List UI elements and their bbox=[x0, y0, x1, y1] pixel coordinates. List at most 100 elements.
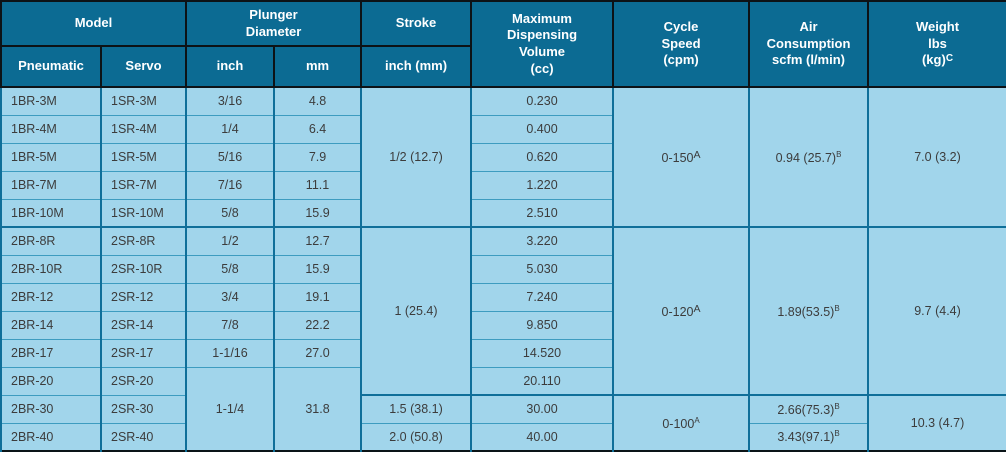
cell-text: 0.230 bbox=[526, 94, 558, 109]
cell-text: 2SR-40 bbox=[111, 429, 154, 444]
header-label: mm bbox=[305, 58, 330, 74]
header-stroke: Stroke bbox=[360, 0, 473, 47]
cell-volume: 7.240 bbox=[470, 282, 615, 312]
cell-mm: 6.4 bbox=[272, 114, 363, 144]
cell-cycle: 0-100A bbox=[612, 394, 751, 452]
table-row: 1BR-4M 1SR-4M 1/4 6.4 0.400 bbox=[0, 114, 1006, 144]
header-row-1: Model Plunger Diameter Stroke Maximum Dispe… bbox=[0, 0, 1006, 88]
table-row: 2BR-20 2SR-20 1-1/4 31.8 20.110 bbox=[0, 366, 1006, 452]
cell-text: 2BR-40 bbox=[11, 429, 54, 444]
header-model: Model bbox=[0, 0, 187, 47]
cell-text: 2SR-8R bbox=[111, 234, 156, 249]
cell-text: 9.7 (4.4) bbox=[914, 304, 961, 318]
cell-servo: 2SR-40 bbox=[100, 422, 187, 452]
cell-text: 1 (25.4) bbox=[394, 304, 438, 318]
header-label: inch (mm) bbox=[384, 58, 448, 74]
cell-text: 9.850 bbox=[526, 318, 558, 332]
cell-pneumatic: 2BR-17 bbox=[0, 338, 102, 368]
cell-text: 3/4 bbox=[221, 290, 239, 304]
cell-air: 3.43(97.1)B bbox=[748, 422, 870, 452]
cell-text: 2.0 (50.8) bbox=[389, 429, 443, 444]
cell-inch: 1/2 bbox=[185, 226, 275, 256]
header-air-consumption: Air Consumption scfm (l/min) bbox=[748, 0, 870, 88]
cell-text: 3/16 bbox=[217, 94, 243, 109]
cell-volume: 0.620 bbox=[470, 142, 615, 172]
cell-servo: 1SR-5M bbox=[100, 142, 187, 172]
cell-text: 2SR-12 bbox=[111, 290, 154, 304]
cell-text: 2SR-20 bbox=[111, 374, 154, 388]
cell-pneumatic: 2BR-8R bbox=[0, 226, 102, 256]
header-label: Cycle Speed (cpm) bbox=[661, 19, 701, 68]
cell-weight: 7.0 (3.2) bbox=[867, 86, 1006, 228]
header-weight: Weight lbs (kg)C bbox=[867, 0, 1006, 88]
cell-text: 6.4 bbox=[308, 122, 327, 136]
cell-text: 1SR-10M bbox=[111, 205, 164, 220]
cell-text: 1BR-3M bbox=[11, 94, 57, 109]
cell-servo: 2SR-14 bbox=[100, 310, 187, 340]
header-inch: inch bbox=[185, 45, 275, 88]
cell-text: 1BR-4M bbox=[11, 122, 57, 136]
header-stroke-unit: inch (mm) bbox=[360, 45, 473, 88]
cell-servo: 2SR-10R bbox=[100, 254, 187, 284]
cell-text: 19.1 bbox=[305, 290, 330, 304]
header-cycle-speed: Cycle Speed (cpm) bbox=[612, 0, 751, 88]
table-body: 1BR-3M 1SR-3M 3/16 4.8 1/2 (12.7) 0.230 0-150A… bbox=[0, 86, 1006, 452]
cell-text: 1SR-3M bbox=[111, 94, 157, 109]
cell-mm: 31.8 bbox=[272, 366, 363, 452]
cell-text: 0-150 bbox=[661, 151, 694, 165]
cell-mm: 15.9 bbox=[272, 198, 363, 228]
cell-text: 2SR-10R bbox=[111, 262, 163, 276]
cell-pneumatic: 1BR-10M bbox=[0, 198, 102, 228]
cell-pneumatic: 1BR-4M bbox=[0, 114, 102, 144]
cell-inch: 5/8 bbox=[185, 254, 275, 284]
cell-text: 1BR-7M bbox=[11, 178, 57, 192]
cell-text: 0-120 bbox=[661, 305, 694, 319]
superscript-note: A bbox=[693, 303, 701, 315]
cell-stroke: 1.5 (38.1) bbox=[360, 394, 473, 424]
cell-pneumatic: 2BR-20 bbox=[0, 366, 102, 396]
cell-pneumatic: 2BR-40 bbox=[0, 422, 102, 452]
cell-air: 2.66(75.3)B bbox=[748, 394, 870, 424]
cell-mm: 22.2 bbox=[272, 310, 363, 340]
cell-text: 1/2 bbox=[221, 234, 239, 249]
cell-text: 0.400 bbox=[526, 122, 558, 136]
cell-text: 2SR-30 bbox=[111, 402, 154, 416]
cell-cycle: 0-150A bbox=[612, 86, 751, 228]
cell-air: 0.94 (25.7)B bbox=[748, 86, 870, 228]
header-mm: mm bbox=[272, 45, 363, 88]
cell-pneumatic: 1BR-3M bbox=[0, 86, 102, 116]
cell-servo: 2SR-20 bbox=[100, 366, 187, 396]
header-label: Stroke bbox=[395, 15, 437, 31]
cell-text: 5/8 bbox=[221, 262, 239, 276]
table-row: 2BR-30 2SR-30 1.5 (38.1) 30.00 0-100A 2.66(75… bbox=[0, 394, 1006, 452]
table-row: 1BR-5M 1SR-5M 5/16 7.9 0.620 bbox=[0, 142, 1006, 172]
superscript-note: B bbox=[834, 429, 840, 439]
cell-mm: 11.1 bbox=[272, 170, 363, 200]
superscript-note: B bbox=[834, 303, 840, 313]
cell-servo: 1SR-3M bbox=[100, 86, 187, 116]
cell-text: 14.520 bbox=[522, 346, 562, 360]
cell-mm: 4.8 bbox=[272, 86, 363, 116]
header-superscript-note: C bbox=[945, 53, 954, 65]
cell-volume: 0.400 bbox=[470, 114, 615, 144]
header-row-2: Pneumatic Servo inch mm inch (mm) bbox=[0, 45, 1006, 88]
table-row: 1BR-7M 1SR-7M 7/16 11.1 1.220 bbox=[0, 170, 1006, 200]
table-header: Model Plunger Diameter Stroke Maximum Dispe… bbox=[0, 0, 1006, 88]
cell-text: 7/16 bbox=[217, 178, 243, 192]
cell-text: 11.1 bbox=[305, 178, 330, 192]
cell-inch: 1/4 bbox=[185, 114, 275, 144]
cell-mm: 15.9 bbox=[272, 254, 363, 284]
cell-stroke: 1 (25.4) bbox=[360, 226, 473, 396]
table-row: 2BR-8R 2SR-8R 1/2 12.7 1 (25.4) 3.220 0-120A 1.… bbox=[0, 226, 1006, 396]
cell-text: 0.620 bbox=[526, 150, 558, 164]
header-max-dispensing-volume: Maximum Dispensing Volume (cc) bbox=[470, 0, 615, 88]
cell-servo: 2SR-17 bbox=[100, 338, 187, 368]
cell-pneumatic: 1BR-7M bbox=[0, 170, 102, 200]
cell-weight: 9.7 (4.4) bbox=[867, 226, 1006, 396]
table-row: 2BR-10R 2SR-10R 5/8 15.9 5.030 bbox=[0, 254, 1006, 284]
cell-volume: 20.110 bbox=[470, 366, 615, 396]
cell-text: 40.00 bbox=[526, 429, 558, 444]
cell-inch: 5/8 bbox=[185, 198, 275, 228]
cell-text: 2BR-12 bbox=[11, 290, 54, 304]
cell-text: 7.240 bbox=[526, 290, 558, 304]
